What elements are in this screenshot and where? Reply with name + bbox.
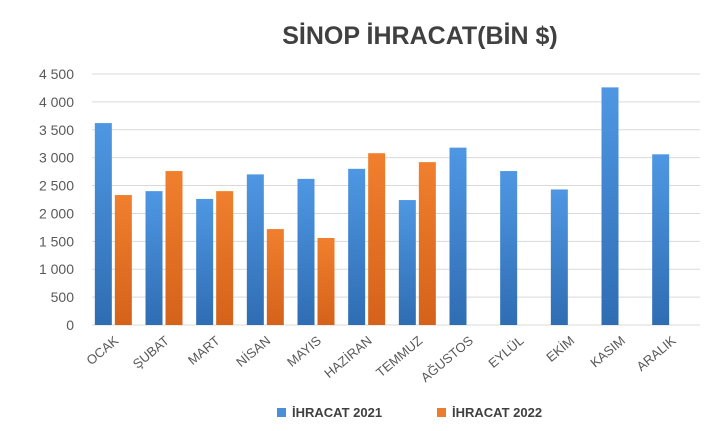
legend-label: İHRACAT 2021 [292,405,382,420]
chart-title: SİNOP İHRACAT(BİN $) [282,22,557,50]
x-tick-label: EKİM [543,333,577,365]
legend-swatch [437,408,446,417]
bar-2021-ağustos [449,147,467,325]
y-tick-label: 3 500 [39,122,74,138]
x-tick-label: ŞUBAT [130,333,172,372]
y-tick-label: 4 500 [39,66,74,82]
bar-2022-ni̇san [266,229,284,325]
bar-2021-ocak [94,123,112,325]
x-tick-label: MAYIS [284,333,324,370]
x-tick-label: KASIM [587,333,628,371]
bar-2021-kasim [601,87,619,326]
bar-2021-aralik [652,154,670,325]
x-tick-label: MART [185,333,223,368]
x-tick-label: AĞUSTOS [418,333,476,385]
x-tick-label: OCAK [83,333,121,368]
x-tick-label: ARALIK [634,333,679,374]
gridlines [92,73,700,326]
y-tick-label: 1 500 [39,233,74,249]
bar-2021-temmuz [398,200,416,325]
bar-2022-şubat [165,171,183,325]
bar-2021-eki̇m [550,189,568,325]
bar-2022-ocak [114,195,132,325]
bar-2021-mayis [297,178,315,325]
y-tick-label: 2 500 [39,178,74,194]
legend-label: İHRACAT 2022 [452,405,542,420]
y-tick-label: 0 [66,317,74,333]
bar-2021-hazi̇ran [348,168,366,325]
bars [94,87,670,326]
x-axis-ticks: OCAK ŞUBAT MART NİSAN MAYISHAZİRANTEMMUZAĞUS… [83,333,678,385]
y-tick-label: 1 000 [39,261,74,277]
y-axis-ticks: 0 500 1 000 1 500 2 000 2 500 3 000 3 500 4 000 4… [39,66,74,333]
y-tick-label: 2 000 [39,205,74,221]
x-tick-label: EYLÜL [485,333,526,371]
y-tick-label: 500 [51,289,75,305]
bar-2022-mayis [317,237,335,325]
legend: İHRACAT 2021 İHRACAT 2022 [277,405,542,420]
bar-2021-şubat [145,191,163,325]
bar-2021-mart [196,198,214,325]
y-tick-label: 3 000 [39,150,74,166]
bar-2022-hazi̇ran [368,153,386,325]
bar-2021-eylül [500,171,518,325]
y-tick-label: 4 000 [39,94,74,110]
bar-2022-mart [216,191,234,325]
bar-2022-temmuz [418,162,436,325]
bar-2021-ni̇san [246,174,264,325]
x-tick-label: HAZİRAN [321,333,374,381]
legend-swatch [277,408,286,417]
x-tick-label: NİSAN [233,333,273,370]
